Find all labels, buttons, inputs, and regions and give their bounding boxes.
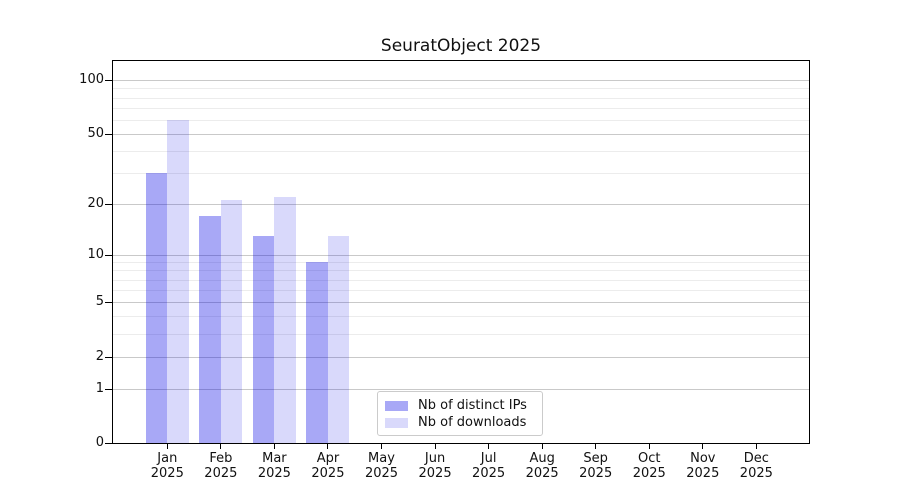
- plot-area: [112, 60, 810, 444]
- major-gridline: [113, 203, 809, 205]
- x-tick-mark: [381, 444, 382, 449]
- x-tick-mark: [755, 444, 757, 449]
- x-tick-mark: [648, 444, 650, 449]
- x-tick-mark: [327, 444, 329, 449]
- x-tick-mark: [541, 444, 543, 449]
- x-tick-mark: [434, 444, 436, 449]
- x-tick-mark: [702, 444, 704, 449]
- bar-jan-distinct-ips: [145, 173, 168, 443]
- x-tick-label-jun: Jun 2025: [418, 451, 452, 481]
- y-tick-mark: [105, 133, 112, 135]
- y-tick-label-5: 5: [95, 294, 104, 310]
- y-tick-mark: [105, 443, 112, 444]
- minor-gridline: [113, 173, 809, 175]
- minor-gridline: [113, 270, 809, 272]
- x-tick-mark: [220, 444, 222, 449]
- legend-swatch-distinct-ips: [385, 400, 408, 411]
- legend-item-distinct-ips: Nb of distinct IPs: [378, 397, 542, 414]
- x-tick-label-oct: Oct 2025: [632, 451, 666, 481]
- bar-jan-downloads: [167, 119, 189, 443]
- legend: Nb of distinct IPs Nb of downloads: [377, 391, 543, 436]
- y-tick-label-100: 100: [79, 72, 104, 88]
- x-tick-label-may: May 2025: [364, 451, 399, 481]
- y-tick-mark: [105, 302, 112, 304]
- bar-apr-distinct-ips: [306, 262, 328, 443]
- x-tick-label-dec: Dec 2025: [739, 451, 773, 481]
- legend-item-downloads: Nb of downloads: [378, 414, 542, 431]
- x-tick-label-nov: Nov 2025: [686, 451, 720, 481]
- minor-gridline: [113, 262, 809, 263]
- x-tick-label-jul: Jul 2025: [472, 451, 506, 481]
- y-tick-label-50: 50: [87, 125, 104, 141]
- x-tick-mark: [166, 444, 168, 449]
- major-gridline: [113, 388, 809, 390]
- x-tick-label-apr: Apr 2025: [311, 451, 345, 481]
- x-tick-label-aug: Aug 2025: [525, 451, 559, 481]
- y-tick-mark: [105, 254, 112, 256]
- bar-apr-downloads: [327, 235, 350, 443]
- minor-gridline: [113, 151, 809, 153]
- y-tick-label-2: 2: [95, 348, 104, 364]
- x-tick-label-feb: Feb 2025: [204, 451, 238, 481]
- y-tick-mark: [105, 356, 112, 358]
- minor-gridline: [113, 88, 809, 90]
- y-tick-mark: [105, 203, 112, 205]
- bar-mar-distinct-ips: [252, 235, 275, 443]
- minor-gridline: [113, 97, 809, 99]
- y-tick-label-20: 20: [87, 195, 104, 211]
- major-gridline: [113, 133, 809, 135]
- major-gridline: [113, 254, 809, 256]
- bar-feb-distinct-ips: [199, 215, 221, 443]
- bar-mar-downloads: [274, 196, 296, 443]
- x-tick-label-jan: Jan 2025: [150, 451, 184, 481]
- minor-gridline: [113, 290, 809, 292]
- chart-title: SeuratObject 2025: [380, 36, 542, 56]
- legend-swatch-downloads: [385, 417, 408, 428]
- major-gridline: [113, 80, 809, 82]
- bar-feb-downloads: [220, 200, 243, 443]
- legend-label-distinct-ips: Nb of distinct IPs: [418, 398, 527, 413]
- x-tick-mark: [488, 444, 490, 449]
- minor-gridline: [113, 119, 809, 121]
- y-tick-label-0: 0: [95, 435, 104, 450]
- minor-gridline: [113, 107, 809, 109]
- x-tick-label-mar: Mar 2025: [257, 451, 291, 481]
- major-gridline: [113, 356, 809, 358]
- minor-gridline: [113, 279, 809, 281]
- y-tick-label-1: 1: [95, 380, 104, 396]
- x-tick-mark: [273, 444, 275, 449]
- legend-label-downloads: Nb of downloads: [418, 415, 527, 430]
- y-tick-label-10: 10: [87, 246, 104, 262]
- y-tick-mark: [105, 388, 112, 390]
- major-gridline: [113, 302, 809, 304]
- y-tick-mark: [105, 80, 112, 82]
- x-tick-label-sep: Sep 2025: [579, 451, 613, 481]
- minor-gridline: [113, 316, 809, 318]
- minor-gridline: [113, 334, 809, 336]
- x-tick-mark: [595, 444, 597, 449]
